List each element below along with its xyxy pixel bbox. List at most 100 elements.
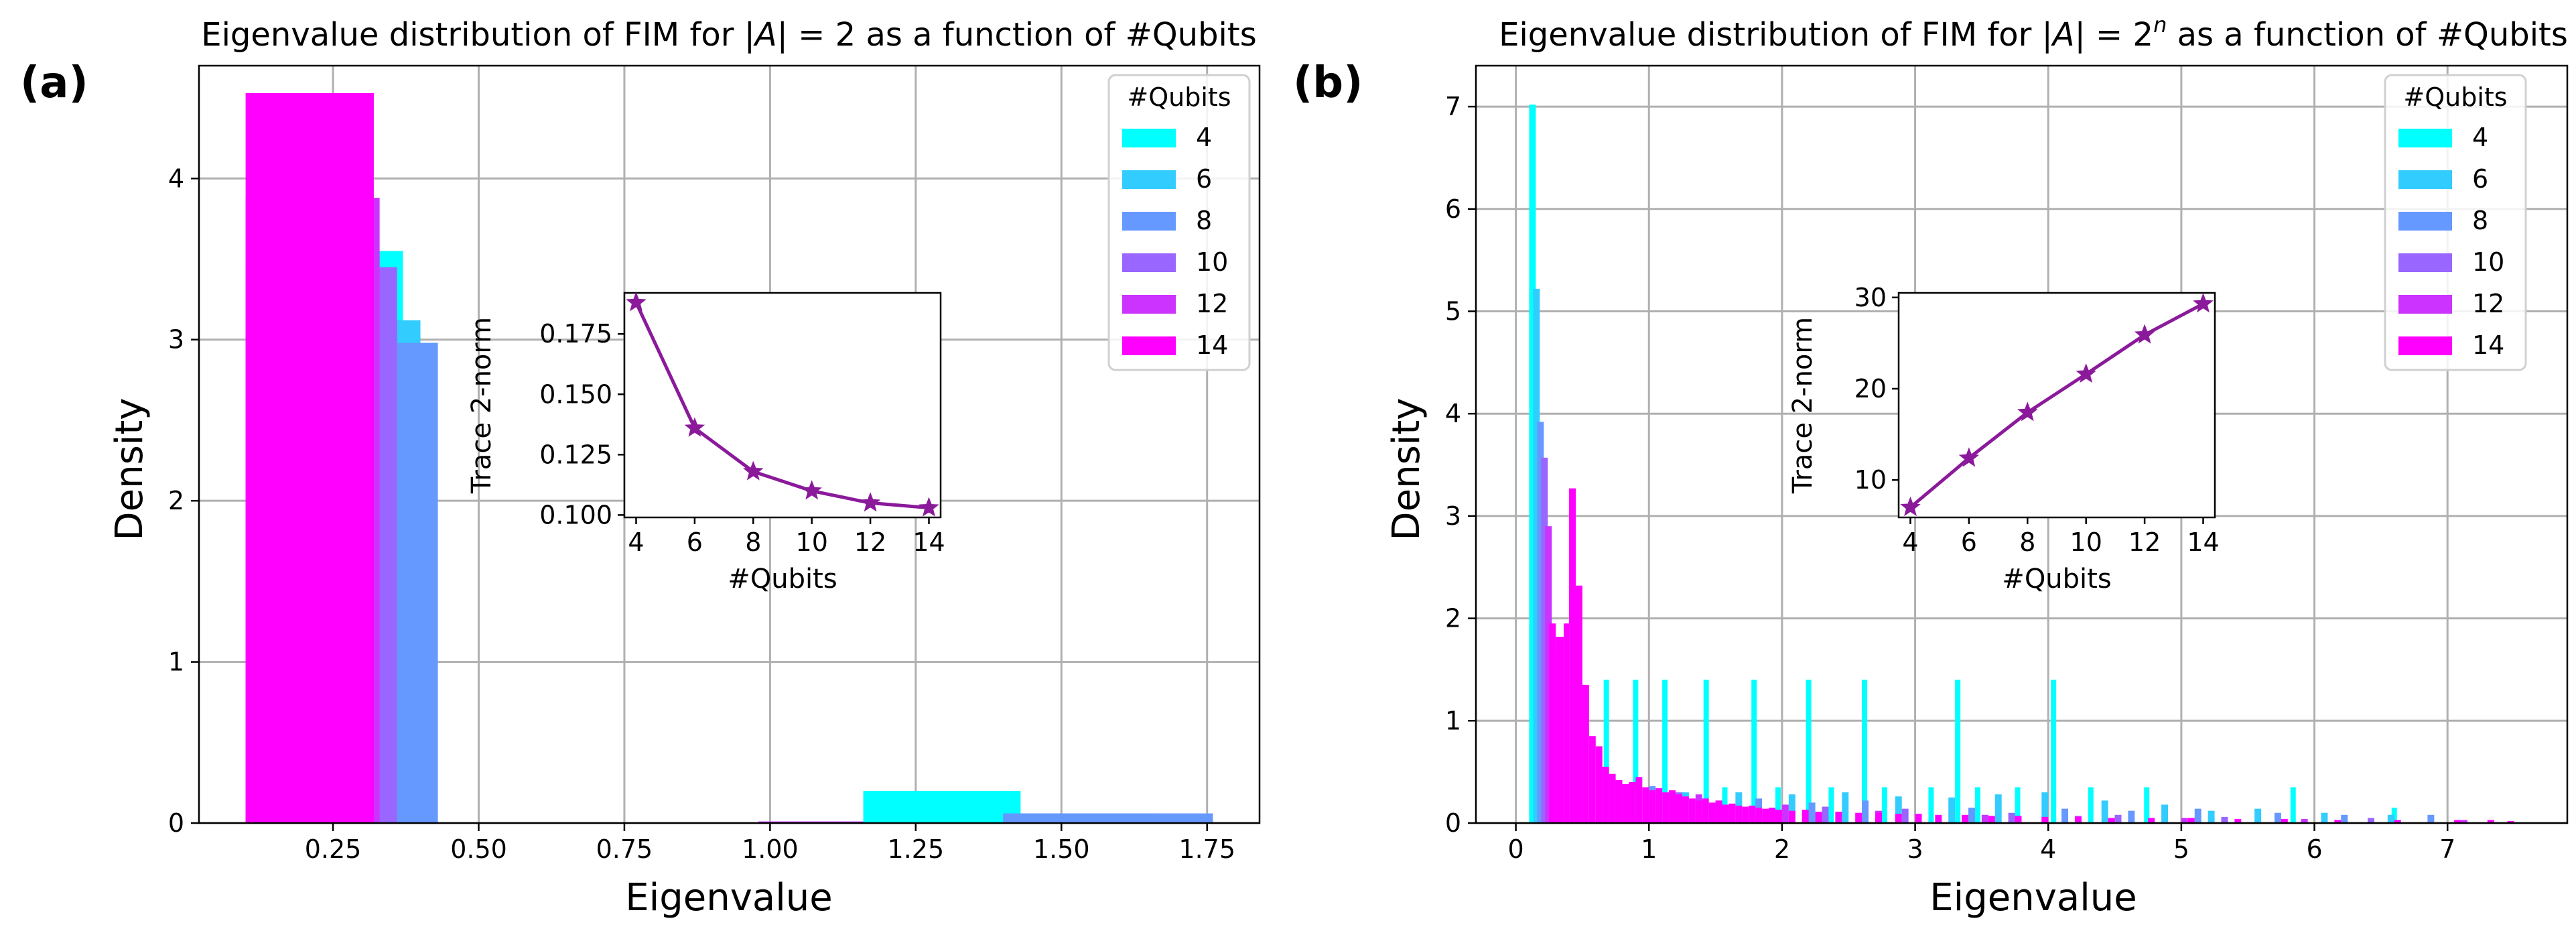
legend-swatch-12	[2398, 295, 2452, 314]
histogram-bar-14-qubits	[1675, 794, 1682, 823]
inset-point-marker	[1900, 496, 1921, 516]
histogram-bar-14-qubits	[1635, 777, 1643, 823]
inset-x-tick-label: 6	[1961, 527, 1977, 557]
histogram-bar-8-qubits	[1003, 813, 1213, 823]
legend-label-14: 14	[1196, 330, 1228, 360]
x-tick-label: 2	[1774, 834, 1790, 864]
histogram-bar-14-qubits	[1762, 808, 1769, 823]
histogram-bar-4-qubits	[863, 790, 1021, 823]
inset-x-tick-label: 12	[2128, 527, 2161, 557]
inset-x-tick-label: 8	[745, 527, 761, 557]
inset-point-marker	[626, 292, 647, 312]
x-tick-label: 6	[2306, 834, 2322, 864]
legend-swatch-6	[1122, 170, 1176, 189]
panel-a-ylabel: Density	[108, 398, 151, 541]
histogram-bar-14-qubits	[1895, 814, 1902, 823]
histogram-bar-14-qubits	[2487, 820, 2494, 823]
histogram-bar-14-qubits	[1775, 810, 1782, 823]
legend-swatch-14	[2398, 336, 2452, 355]
inset-point-marker	[2017, 401, 2038, 422]
histogram-bar-14-qubits	[1769, 808, 1775, 823]
y-tick-label: 7	[1445, 92, 1461, 121]
histogram-bar-6-qubits	[1994, 794, 2002, 823]
histogram-bar-8-qubits	[1968, 808, 1975, 823]
histogram-bar-14-qubits	[245, 92, 374, 824]
histogram-bar-6-qubits	[2041, 792, 2049, 823]
histogram-bar-14-qubits	[1755, 808, 1763, 823]
histogram-bar-14-qubits	[1609, 773, 1616, 823]
histogram-bar-8-qubits	[2061, 808, 2069, 823]
x-tick-label: 1	[1641, 834, 1657, 864]
histogram-bar-8-qubits	[1808, 802, 1816, 823]
histogram-bar-14-qubits	[1602, 767, 1609, 823]
histogram-bar-4-qubits	[1703, 680, 1709, 823]
y-tick-label: 2	[1445, 604, 1461, 633]
panel-a-xlabel: Eigenvalue	[625, 876, 832, 920]
panel-b-ylabel: Density	[1385, 398, 1428, 541]
histogram-bar-14-qubits	[1588, 736, 1596, 823]
histogram-bar-8-qubits	[2128, 810, 2135, 823]
x-tick-label: 1.75	[1178, 834, 1235, 864]
histogram-bar-4-qubits	[1751, 680, 1757, 823]
histogram-bar-6-qubits	[1788, 794, 1795, 823]
histogram-bar-4-qubits	[1955, 680, 1961, 823]
inset-x-tick-label: 6	[687, 527, 703, 557]
histogram-bar-14-qubits	[1655, 788, 1663, 823]
x-tick-label: 3	[1907, 834, 1923, 864]
panel-b-frame	[1475, 64, 2569, 824]
inset-ylabel: Trace 2-norm	[466, 317, 497, 494]
inset-point-marker	[1958, 447, 1980, 467]
histogram-bar-4-qubits	[1662, 680, 1668, 823]
histogram-bar-14-qubits	[1875, 812, 1882, 823]
legend-swatch-4	[1122, 129, 1176, 147]
legend-swatch-4	[2398, 129, 2452, 147]
histogram-bar-4-qubits	[2051, 680, 2057, 823]
histogram-bar-14-qubits	[2281, 818, 2288, 823]
legend-label-12: 12	[2472, 289, 2504, 318]
panel-b-inset: 4 6 8 10 12 14 10 20 30 #Qubits Trace 2-norm	[1787, 283, 2220, 594]
histogram-bar-14-qubits	[1564, 623, 1570, 823]
panel-b-histogram	[1529, 105, 2514, 824]
histogram-bar-6-qubits	[2161, 804, 2169, 823]
histogram-bar-8-qubits	[1537, 422, 1544, 823]
histogram-bar-14-qubits	[1595, 746, 1603, 823]
inset-x-tick-label: 10	[2070, 527, 2102, 557]
histogram-bar-8-qubits	[1862, 800, 1869, 823]
histogram-bar-8-qubits	[2274, 812, 2281, 823]
inset-y-tick-label: 20	[1854, 374, 1887, 403]
x-tick-label: 5	[2173, 834, 2189, 864]
histogram-bar-14-qubits	[2074, 816, 2082, 823]
histogram-bar-14-qubits	[1556, 637, 1564, 823]
histogram-bar-14-qubits	[1688, 798, 1696, 823]
histogram-bar-14-qubits	[2015, 816, 2022, 823]
y-tick-label: 6	[1445, 194, 1461, 224]
histogram-bar-6-qubits	[1842, 792, 1849, 823]
histogram-bar-14-qubits	[2148, 818, 2155, 823]
legend-swatch-10	[2398, 253, 2452, 272]
legend-label-12: 12	[1196, 289, 1228, 318]
legend-swatch-8	[1122, 212, 1176, 231]
inset-point-marker	[801, 480, 822, 500]
histogram-bar-14-qubits	[1582, 684, 1589, 823]
histogram-bar-14-qubits	[1629, 781, 1636, 823]
histogram-bar-14-qubits	[1642, 787, 1649, 823]
histogram-bar-12-qubits	[1545, 526, 1552, 823]
histogram-bar-14-qubits	[2507, 820, 2514, 823]
histogram-bar-14-qubits	[1935, 814, 1942, 823]
histogram-bar-14-qubits	[1715, 800, 1722, 823]
x-tick-label: 0.50	[450, 834, 507, 864]
inset-x-tick-label: 14	[2187, 527, 2219, 557]
panel-b-legend: #Qubits 4 6 8 10 12 14	[2384, 74, 2527, 371]
inset-y-tick-label: 10	[1854, 465, 1887, 495]
legend-label-10: 10	[2472, 247, 2504, 277]
y-tick-label: 0	[1445, 808, 1461, 838]
panel-a-title: Eigenvalue distribution of FIM for |A| =…	[201, 16, 1256, 54]
inset-x-tick-label: 4	[628, 527, 644, 557]
inset-point-marker	[743, 460, 764, 481]
histogram-bar-14-qubits	[2108, 818, 2115, 823]
histogram-bar-4-qubits	[1603, 680, 1609, 823]
histogram-bar-14-qubits	[1575, 585, 1582, 823]
legend-title: #Qubits	[2403, 82, 2507, 112]
